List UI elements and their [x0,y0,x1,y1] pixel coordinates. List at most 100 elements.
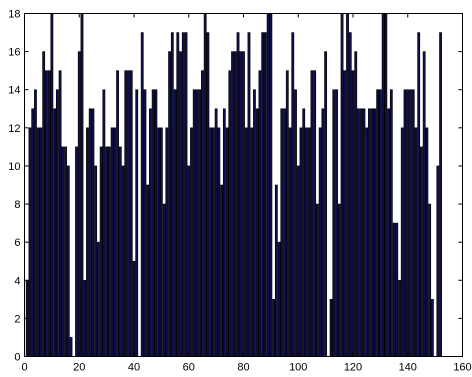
bar [233,51,237,357]
bar [127,70,130,357]
bar [305,127,308,357]
bar [425,127,429,357]
bar [346,13,349,357]
bar [264,32,267,357]
bar [184,32,188,357]
bar [420,146,423,357]
bar [91,108,95,357]
bar [58,70,62,357]
bar [124,70,128,357]
bar [228,70,232,357]
bar [77,51,81,357]
bar [417,32,421,357]
x-tick-label: 80 [237,362,249,374]
bar [274,184,278,357]
bar [299,127,303,357]
bar [283,108,286,357]
bar [176,32,180,357]
bar [250,127,254,357]
bar [307,127,311,357]
y-tick-label: 0 [14,352,20,364]
bar [105,146,109,357]
bar [343,70,347,357]
bar [198,89,202,357]
bar [436,165,440,357]
y-tick-label: 18 [8,9,20,21]
bar [42,51,46,357]
y-tick-label: 4 [14,275,20,287]
bar [102,89,106,357]
bar [409,89,412,357]
x-tick-label: 20 [73,362,85,374]
bar [392,222,396,357]
bar [362,108,366,357]
bar [83,279,87,357]
bar [321,108,325,357]
bar [154,89,158,357]
bar [165,127,169,357]
bar [75,146,78,357]
bar [269,13,273,357]
bar [357,108,360,357]
bar [354,51,358,357]
bar [162,203,166,357]
bar [143,89,147,357]
bar [217,127,221,357]
bar [395,222,399,357]
bar [376,89,380,357]
x-tick-label: 40 [128,362,140,374]
bar [400,127,404,357]
y-tick-label: 2 [14,313,20,325]
y-tick-label: 10 [8,161,20,173]
bar [99,146,103,357]
bar [288,127,292,357]
bar [107,146,111,357]
bar [337,203,341,357]
bar [121,165,125,357]
bar [113,127,117,357]
y-tick-label: 14 [8,85,20,97]
bar [384,13,388,357]
bar [181,32,185,357]
bar [430,299,434,357]
bar [247,32,251,357]
bar [206,32,210,357]
bar [348,32,352,357]
bar [214,108,218,357]
bar [294,89,297,357]
bar [280,108,284,357]
bar [406,89,410,357]
bar [351,70,355,357]
bar [381,13,385,357]
bar [316,203,319,357]
bar [414,127,418,357]
bar [255,108,259,357]
bar [244,127,248,357]
bar [53,108,57,357]
bar [340,13,344,357]
bar [439,32,442,357]
bar [190,127,193,357]
x-tick-label: 60 [183,362,195,374]
bar [225,127,229,357]
bar [86,127,89,357]
bar [195,89,199,357]
x-tick-label: 120 [344,362,362,374]
bar [332,89,336,357]
bar [39,127,43,357]
bar [203,13,207,357]
x-tick-label: 0 [21,362,27,374]
bar [277,241,281,357]
bar [55,89,59,357]
bar [313,70,317,357]
bar [389,89,393,357]
bar [146,184,150,357]
bar [368,108,371,357]
bar [97,241,100,357]
bar [236,32,240,357]
bar [318,127,322,357]
y-tick-label: 6 [14,237,20,249]
bar [302,108,306,357]
bar-series [25,13,442,357]
